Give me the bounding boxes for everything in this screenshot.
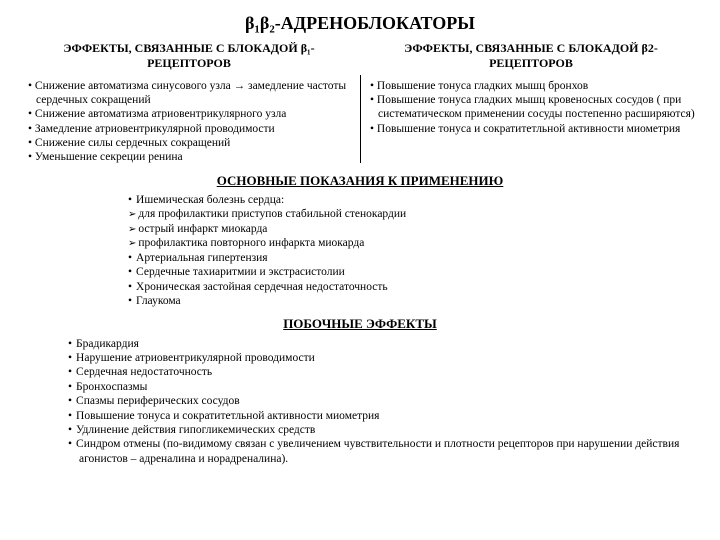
left-column: ЭФФЕКТЫ, СВЯЗАННЫЕ С БЛОКАДОЙ β₁-РЕЦЕПТО… bbox=[18, 41, 360, 165]
right-effect-item: • Повышение тонуса и сократитетльной акт… bbox=[370, 122, 696, 136]
side-effects-title: ПОБОЧНЫЕ ЭФФЕКТЫ bbox=[18, 316, 702, 332]
effects-columns: ЭФФЕКТЫ, СВЯЗАННЫЕ С БЛОКАДОЙ β₁-РЕЦЕПТО… bbox=[18, 41, 702, 165]
indication-item: острый инфаркт миокарда bbox=[128, 222, 702, 237]
indication-item: Сердечные тахиаритмии и экстрасистолии bbox=[128, 265, 702, 279]
side-effect-item: Нарушение атриовентрикулярной проводимос… bbox=[68, 351, 702, 365]
left-effect-item: • Уменьшение секреции ренина bbox=[28, 150, 354, 164]
left-effect-item: • Снижение автоматизма атриовентрикулярн… bbox=[28, 107, 354, 121]
column-divider bbox=[360, 75, 361, 163]
left-effect-item: • Снижение автоматизма синусового узла →… bbox=[28, 79, 354, 108]
right-header: ЭФФЕКТЫ, СВЯЗАННЫЕ С БЛОКАДОЙ β2-РЕЦЕПТО… bbox=[366, 41, 696, 71]
left-effects-list: • Снижение автоматизма синусового узла →… bbox=[28, 79, 354, 165]
indication-item: для профилактики приступов стабильной ст… bbox=[128, 207, 702, 222]
side-effect-item: Брадикардия bbox=[68, 337, 702, 351]
side-effect-item: Синдром отмены (по-видимому связан с уве… bbox=[68, 437, 702, 466]
left-effect-item: • Снижение силы сердечных сокращений bbox=[28, 136, 354, 150]
indication-item: Хроническая застойная сердечная недостат… bbox=[128, 280, 702, 294]
right-effect-item: • Повышение тонуса гладких мышц кровенос… bbox=[370, 93, 696, 122]
indication-item: Артериальная гипертензия bbox=[128, 251, 702, 265]
side-effect-item: Спазмы периферических сосудов bbox=[68, 394, 702, 408]
side-effect-item: Бронхоспазмы bbox=[68, 380, 702, 394]
main-title: β₁β₂-АДРЕНОБЛОКАТОРЫ bbox=[18, 12, 702, 35]
left-header: ЭФФЕКТЫ, СВЯЗАННЫЕ С БЛОКАДОЙ β₁-РЕЦЕПТО… bbox=[24, 41, 354, 71]
indication-item: Ишемическая болезнь сердца: bbox=[128, 193, 702, 207]
left-effect-item: • Замедление атриовентрикулярной проводи… bbox=[28, 122, 354, 136]
right-column: ЭФФЕКТЫ, СВЯЗАННЫЕ С БЛОКАДОЙ β2-РЕЦЕПТО… bbox=[360, 41, 702, 165]
indications-list: Ишемическая болезнь сердца:для профилакт… bbox=[128, 193, 702, 308]
side-effect-item: Удлинение действия гипогликемических сре… bbox=[68, 423, 702, 437]
indications-title: ОСНОВНЫЕ ПОКАЗАНИЯ К ПРИМЕНЕНИЮ bbox=[18, 173, 702, 189]
side-effect-item: Повышение тонуса и сократитетльной актив… bbox=[68, 409, 702, 423]
right-effects-list: • Повышение тонуса гладких мышц бронхов … bbox=[370, 79, 696, 137]
indication-item: профилактика повторного инфаркта миокард… bbox=[128, 236, 702, 251]
right-effect-item: • Повышение тонуса гладких мышц бронхов bbox=[370, 79, 696, 93]
side-effect-item: Сердечная недостаточность bbox=[68, 365, 702, 379]
indication-item: Глаукома bbox=[128, 294, 702, 308]
side-effects-list: БрадикардияНарушение атриовентрикулярной… bbox=[68, 337, 702, 466]
